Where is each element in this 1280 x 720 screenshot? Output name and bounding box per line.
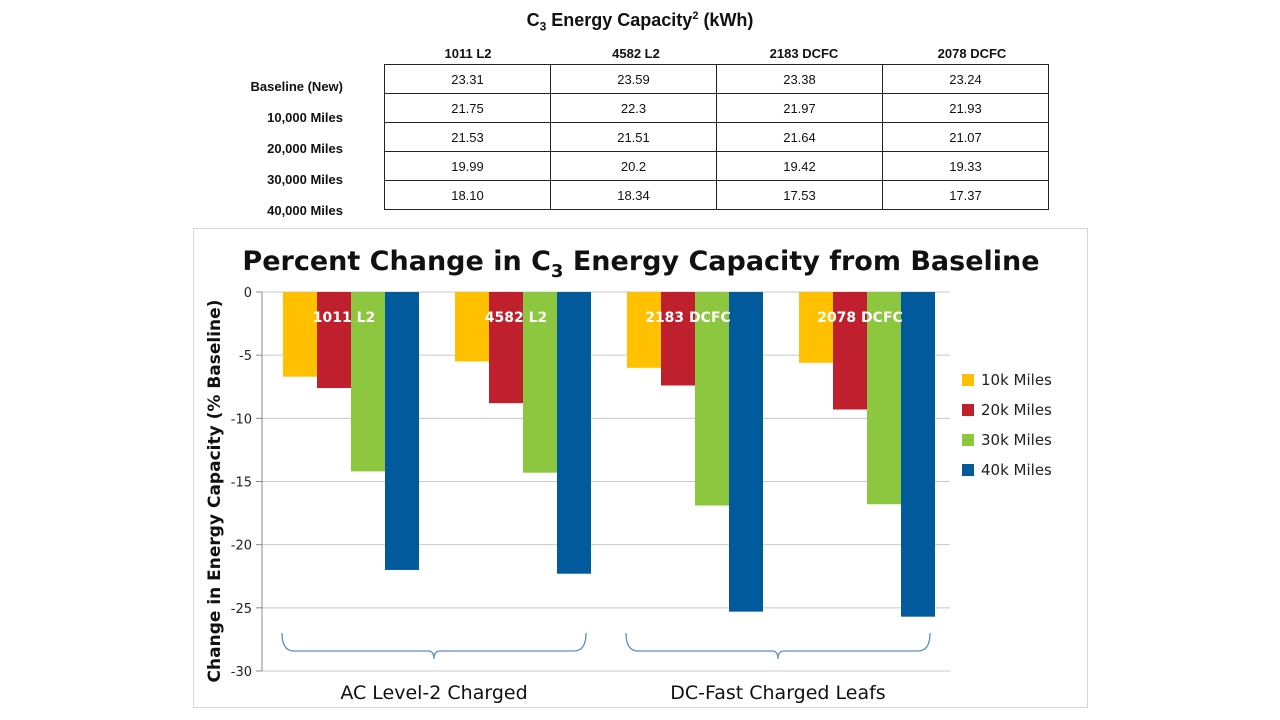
y-tick-label: -20	[231, 539, 252, 554]
bar	[283, 292, 317, 377]
table-cell: 21.53	[384, 122, 551, 152]
bar	[351, 292, 385, 472]
table-cell: 20.2	[550, 151, 717, 181]
y-tick-label: 0	[244, 286, 252, 301]
table-cell: 23.31	[384, 64, 551, 94]
table-row: 21.75 22.3 21.97 21.93	[384, 93, 1049, 123]
legend-label: 20k Miles	[981, 401, 1052, 419]
table-row: 18.10 18.34 17.53 17.37	[384, 180, 1049, 210]
y-tick-label: -25	[231, 602, 252, 617]
bar-category-label: 2078 DCFC	[817, 310, 903, 326]
bar-category-label: 1011 L2	[313, 310, 376, 326]
legend-swatch	[962, 404, 974, 416]
column-header: 4582 L2	[612, 46, 660, 61]
chart-title: Percent Change in C3 Energy Capacity fro…	[242, 246, 1039, 282]
table-cell: 21.75	[384, 93, 551, 123]
column-header: 2183 DCFC	[769, 46, 839, 61]
row-header: 20,000 Miles	[267, 141, 343, 156]
legend-label: 40k Miles	[981, 461, 1052, 479]
row-header: 40,000 Miles	[267, 203, 343, 218]
y-tick-label: -10	[231, 412, 252, 427]
legend-label: 30k Miles	[981, 431, 1052, 449]
bar	[695, 292, 729, 506]
bar	[901, 292, 935, 617]
bar	[627, 292, 661, 368]
bar	[729, 292, 763, 612]
table-cell: 17.37	[882, 180, 1049, 210]
bar	[489, 292, 523, 404]
table-cell: 18.10	[384, 180, 551, 210]
group-brace	[625, 632, 931, 660]
table-title: C3 Energy Capacity2 (kWh)	[526, 10, 754, 34]
y-tick-label: -30	[231, 665, 252, 680]
y-tick-label: -15	[231, 476, 252, 491]
bar	[523, 292, 557, 473]
table-cell: 21.64	[716, 122, 883, 152]
bar	[833, 292, 867, 410]
table-cell: 18.34	[550, 180, 717, 210]
legend-swatch	[962, 374, 974, 386]
group-label: DC-Fast Charged Leafs	[670, 682, 885, 704]
bar-category-label: 2183 DCFC	[645, 310, 731, 326]
table-cell: 19.33	[882, 151, 1049, 181]
table-cell: 21.07	[882, 122, 1049, 152]
group-brace	[281, 632, 587, 660]
bar	[661, 292, 695, 386]
bar	[455, 292, 489, 362]
row-header: 30,000 Miles	[267, 172, 343, 187]
bar	[799, 292, 833, 363]
row-header: 10,000 Miles	[267, 110, 343, 125]
column-header: 1011 L2	[444, 46, 492, 61]
chart-frame: Percent Change in C3 Energy Capacity fro…	[193, 228, 1088, 708]
bar	[867, 292, 901, 505]
row-header: Baseline (New)	[250, 79, 343, 94]
bar	[557, 292, 591, 574]
table-cell: 21.51	[550, 122, 717, 152]
table-row: 19.99 20.2 19.42 19.33	[384, 151, 1049, 181]
table-cell: 21.97	[716, 93, 883, 123]
group-label: AC Level-2 Charged	[340, 682, 527, 704]
table-row: 23.31 23.59 23.38 23.24	[384, 64, 1049, 94]
bar	[385, 292, 419, 570]
legend-swatch	[962, 464, 974, 476]
table-row: 21.53 21.51 21.64 21.07	[384, 122, 1049, 152]
legend-swatch	[962, 434, 974, 446]
table-cell: 23.24	[882, 64, 1049, 94]
bar-chart: Percent Change in C3 Energy Capacity fro…	[205, 246, 1052, 704]
bar	[317, 292, 351, 389]
column-header: 2078 DCFC	[937, 46, 1007, 61]
table-cell: 23.59	[550, 64, 717, 94]
capacity-table: 23.31 23.59 23.38 23.24 21.75 22.3 21.97…	[384, 64, 1049, 210]
table-cell: 17.53	[716, 180, 883, 210]
table-cell: 19.42	[716, 151, 883, 181]
y-tick-label: -5	[239, 349, 252, 364]
table-cell: 21.93	[882, 93, 1049, 123]
table-cell: 22.3	[550, 93, 717, 123]
table-cell: 19.99	[384, 151, 551, 181]
legend-label: 10k Miles	[981, 371, 1052, 389]
y-axis-label: Change in Energy Capacity (% Baseline)	[205, 300, 225, 683]
table-cell: 23.38	[716, 64, 883, 94]
bar-category-label: 4582 L2	[485, 310, 548, 326]
